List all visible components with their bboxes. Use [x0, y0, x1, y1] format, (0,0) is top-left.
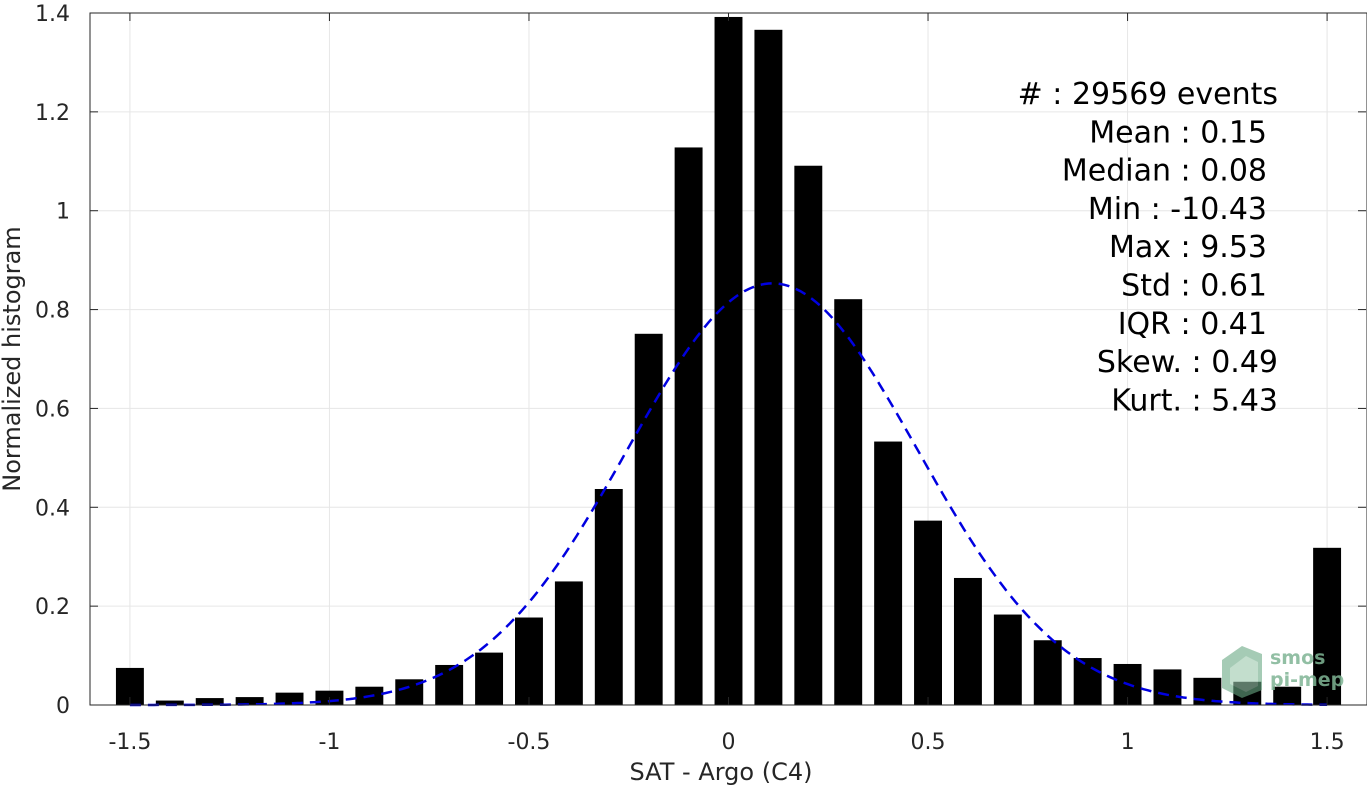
y-tick-label: 0.2 [35, 595, 70, 620]
histogram-bar [155, 700, 184, 705]
y-tick-label: 1.2 [35, 101, 70, 126]
histogram-bar [953, 577, 982, 705]
histogram-bar [634, 333, 663, 705]
histogram-bar [993, 614, 1022, 705]
y-tick-label: 0.8 [35, 299, 70, 324]
y-tick-labels: 0 0.2 0.4 0.6 0.8 1 1.2 1.4 [35, 2, 70, 719]
histogram-bar [834, 299, 863, 705]
x-tick-label: 1.5 [1310, 730, 1345, 755]
histogram-bar [874, 441, 903, 705]
y-tick-label: 1 [56, 200, 70, 225]
x-tick-labels: -1.5 -1 -0.5 0 0.5 1 1.5 [108, 730, 1344, 755]
logo-mark-icon [1222, 646, 1262, 698]
histogram-bar [674, 147, 703, 706]
histogram-bar [515, 617, 543, 705]
histogram-bar [794, 165, 823, 706]
histogram-bar [1033, 640, 1062, 705]
histogram-bar [594, 488, 623, 705]
stat-line: Kurt. : 5.43 [1111, 383, 1278, 418]
x-axis-title: SAT - Argo (C4) [630, 758, 813, 786]
y-tick-label: 1.4 [35, 2, 70, 27]
histogram-bar [1273, 686, 1302, 705]
y-tick-label: 0.4 [35, 496, 70, 521]
stat-line: Median : 0.08 [1062, 154, 1267, 189]
stat-line: Mean : 0.15 [1089, 115, 1267, 150]
y-axis-title: Normalized histogram [0, 226, 26, 491]
x-tick-label: 1 [1121, 730, 1135, 755]
histogram-bar [1153, 669, 1182, 705]
histogram-bar [1313, 547, 1342, 705]
x-tick-label: 0 [722, 730, 736, 755]
histogram-bar [914, 520, 942, 705]
y-tick-label: 0 [56, 694, 70, 719]
histogram-bar [235, 697, 264, 705]
histogram-bar [475, 652, 504, 705]
x-tick-label: -1 [318, 730, 340, 755]
y-tick-label: 0.6 [35, 397, 70, 422]
histogram-bars [115, 16, 1342, 706]
histogram-bar [435, 664, 464, 705]
stat-line: Min : -10.43 [1088, 192, 1267, 227]
stat-line: Skew. : 0.49 [1097, 345, 1278, 380]
histogram-bar [554, 581, 583, 705]
x-tick-label: -1.5 [108, 730, 151, 755]
histogram-bar [195, 698, 224, 705]
logo-text-line1: smos [1270, 647, 1325, 669]
axis-ticks [90, 12, 1366, 706]
stat-line: Max : 9.53 [1109, 230, 1267, 265]
x-tick-label: 0.5 [911, 730, 946, 755]
smos-pi-mep-logo: smos pi-mep [1222, 646, 1344, 698]
stat-line: IQR : 0.41 [1118, 307, 1267, 342]
histogram-bar [754, 29, 783, 705]
histogram-bar [1073, 658, 1102, 705]
stat-line: # : 29569 events [1018, 77, 1278, 112]
logo-text-line2: pi-mep [1270, 669, 1344, 691]
x-tick-label: -0.5 [508, 730, 551, 755]
stat-line: Std : 0.61 [1121, 269, 1267, 304]
histogram-bar [714, 16, 743, 706]
